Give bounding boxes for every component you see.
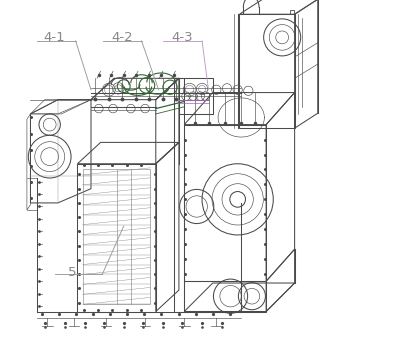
Text: 4-1: 4-1 xyxy=(44,31,65,44)
Text: 4-3: 4-3 xyxy=(172,31,193,44)
Text: 5: 5 xyxy=(68,266,76,279)
Text: 4-2: 4-2 xyxy=(111,31,133,44)
